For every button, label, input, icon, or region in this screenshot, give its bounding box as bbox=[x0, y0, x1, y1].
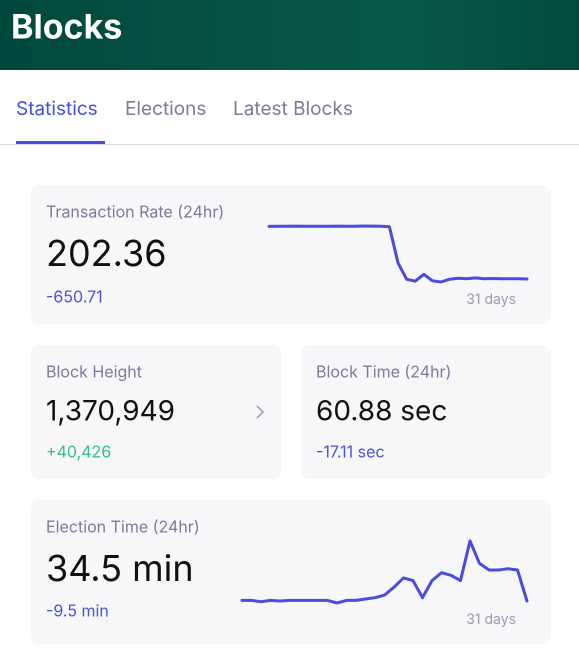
card-change: +40,426 bbox=[46, 441, 111, 461]
divider bbox=[0, 144, 579, 145]
period: 31 days bbox=[466, 291, 516, 308]
card-value: 1,370,949 bbox=[46, 394, 175, 428]
card-label: Block Height bbox=[46, 361, 142, 381]
card-label: Election Time (24hr) bbox=[46, 516, 200, 536]
card-label: Transaction Rate (24hr) bbox=[46, 201, 224, 221]
sparkline bbox=[240, 539, 529, 605]
card bbox=[31, 185, 551, 324]
sparkline bbox=[267, 224, 529, 284]
header-title: Blocks bbox=[11, 6, 122, 47]
card-value: 34.5 min bbox=[46, 546, 194, 590]
chevron[interactable] bbox=[256, 405, 265, 419]
header bbox=[0, 0, 579, 70]
period: 31 days bbox=[466, 611, 516, 628]
card-label: Block Time (24hr) bbox=[316, 361, 451, 381]
tab[interactable]: Elections bbox=[125, 97, 206, 120]
card[interactable] bbox=[31, 345, 281, 479]
tab[interactable]: Statistics bbox=[16, 97, 98, 120]
card-change: -9.5 min bbox=[46, 600, 109, 620]
tab-indicator bbox=[16, 141, 105, 144]
card bbox=[31, 500, 551, 644]
card bbox=[301, 345, 551, 479]
card-change: -17.11 sec bbox=[316, 441, 385, 461]
card-value: 202.36 bbox=[46, 231, 167, 275]
tab[interactable]: Latest Blocks bbox=[233, 97, 353, 120]
card-value: 60.88 sec bbox=[316, 394, 447, 428]
card-change: -650.71 bbox=[46, 286, 103, 306]
